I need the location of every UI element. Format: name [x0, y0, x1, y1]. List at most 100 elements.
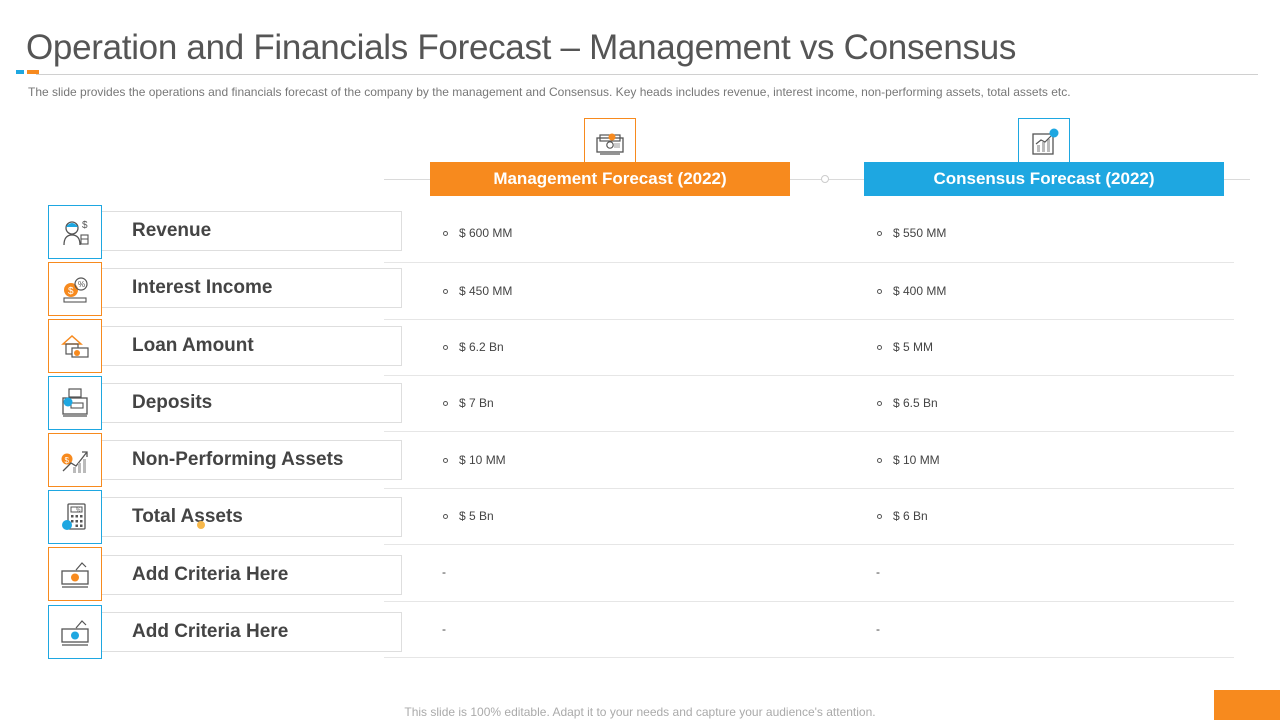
value-text: $ 7 Bn	[459, 396, 494, 410]
management-value: -	[442, 565, 446, 579]
bullet-icon	[877, 288, 882, 294]
consensus-value: $ 400 MM	[877, 284, 946, 298]
value-text: $ 450 MM	[459, 284, 513, 298]
row-label: Interest Income	[132, 277, 273, 298]
consensus-value: $ 6.5 Bn	[877, 396, 938, 410]
row-label: Revenue	[132, 220, 212, 241]
row-icon-box-non-performing-assets: $	[48, 433, 102, 487]
management-forecast-header: Management Forecast (2022)	[430, 162, 790, 196]
row-label-box-revenue: Revenue	[102, 211, 402, 251]
value-text: $ 6.5 Bn	[893, 396, 938, 410]
declining-chart-icon: $	[61, 451, 88, 473]
row-label: Add Criteria Here	[132, 564, 289, 585]
management-value: $ 450 MM	[443, 284, 512, 298]
cash-hand-icon	[61, 620, 89, 646]
value-text: $ 600 MM	[459, 226, 513, 240]
row-label: Non-Performing Assets	[132, 449, 344, 470]
value-text: $ 10 MM	[893, 453, 940, 467]
row-label-box-deposits: Deposits	[102, 383, 402, 423]
management-value: $ 10 MM	[443, 453, 506, 467]
value-text: $ 6.2 Bn	[459, 340, 504, 354]
bullet-icon	[877, 457, 882, 463]
page-title: Operation and Financials Forecast – Mana…	[26, 28, 1017, 67]
consensus-value: $ 6 Bn	[877, 509, 928, 523]
row-label-box-non-performing-assets: Non-Performing Assets	[102, 440, 402, 480]
row-divider	[384, 431, 1234, 432]
consensus-value: $ 5 MM	[877, 340, 933, 354]
bullet-icon	[443, 230, 448, 236]
cash-hand-icon	[61, 562, 89, 588]
value-text: $ 5 MM	[893, 340, 934, 354]
value-text: $ 6 Bn	[893, 509, 928, 523]
title-accent-blue	[16, 70, 24, 74]
footer-note: This slide is 100% editable. Adapt it to…	[404, 705, 876, 719]
consensus-value: $ 10 MM	[877, 453, 940, 467]
person-dollar-icon: $	[63, 220, 89, 246]
management-forecast-label: Management Forecast (2022)	[493, 169, 727, 188]
row-icon-box-interest-income: $ %	[48, 262, 102, 316]
svg-text:$: $	[68, 286, 74, 297]
row-label: Loan Amount	[132, 335, 254, 356]
safe-deposit-icon	[62, 388, 88, 417]
management-value: -	[442, 622, 446, 636]
row-label-box-add-criteria-1: Add Criteria Here	[102, 555, 402, 595]
bullet-icon	[443, 513, 448, 519]
consensus-value: -	[876, 565, 880, 579]
consensus-forecast-header: Consensus Forecast (2022)	[864, 162, 1224, 196]
page-subtitle: The slide provides the operations and fi…	[28, 85, 1071, 99]
header-connector-dot	[821, 175, 829, 183]
consensus-header-icon-box	[1018, 118, 1070, 168]
consensus-value: -	[876, 622, 880, 636]
header-connector-line	[384, 179, 1250, 180]
row-label: Deposits	[132, 392, 213, 413]
calculator-icon: %	[62, 503, 86, 530]
row-icon-box-revenue: $	[48, 205, 102, 259]
coin-percent-icon: $ %	[63, 277, 88, 303]
bullet-icon	[877, 344, 882, 350]
row-label-box-interest-income: Interest Income	[102, 268, 402, 308]
management-value: $ 600 MM	[443, 226, 512, 240]
decorative-dot	[197, 521, 205, 529]
row-divider	[384, 544, 1234, 545]
row-label: Add Criteria Here	[132, 621, 289, 642]
management-header-icon-box	[584, 118, 636, 168]
management-value: $ 6.2 Bn	[443, 340, 504, 354]
row-icon-box-add-criteria-1	[48, 547, 102, 601]
bullet-icon	[877, 513, 882, 519]
svg-text:%: %	[78, 280, 85, 289]
row-divider	[384, 375, 1234, 376]
svg-text:$: $	[82, 220, 88, 231]
row-divider	[384, 319, 1234, 320]
svg-text:$: $	[65, 456, 70, 465]
row-label: Total Assets	[132, 506, 243, 527]
growth-chart-icon	[1032, 128, 1059, 155]
management-value: $ 5 Bn	[443, 509, 494, 523]
row-label-box-add-criteria-2: Add Criteria Here	[102, 612, 402, 652]
row-icon-box-add-criteria-2	[48, 605, 102, 659]
row-label-box-loan-amount: Loan Amount	[102, 326, 402, 366]
value-text: $ 10 MM	[459, 453, 506, 467]
management-value: $ 7 Bn	[443, 396, 494, 410]
bullet-icon	[443, 344, 448, 350]
row-icon-box-deposits	[48, 376, 102, 430]
bullet-icon	[443, 288, 448, 294]
title-divider	[36, 74, 1258, 75]
bullet-icon	[443, 457, 448, 463]
consensus-forecast-label: Consensus Forecast (2022)	[933, 169, 1155, 188]
title-accent-orange	[27, 70, 39, 74]
row-label-box-total-assets: Total Assets	[102, 497, 402, 537]
row-divider	[384, 488, 1234, 489]
row-divider	[384, 262, 1234, 263]
row-icon-box-total-assets: %	[48, 490, 102, 544]
bullet-icon	[443, 400, 448, 406]
bullet-icon	[877, 400, 882, 406]
row-divider	[384, 657, 1234, 658]
money-bills-icon	[596, 133, 624, 155]
value-text: $ 5 Bn	[459, 509, 494, 523]
house-money-icon	[61, 334, 89, 358]
value-text: $ 400 MM	[893, 284, 947, 298]
svg-text:%: %	[76, 508, 81, 514]
corner-accent	[1214, 690, 1280, 720]
value-text: $ 550 MM	[893, 226, 947, 240]
consensus-value: $ 550 MM	[877, 226, 946, 240]
